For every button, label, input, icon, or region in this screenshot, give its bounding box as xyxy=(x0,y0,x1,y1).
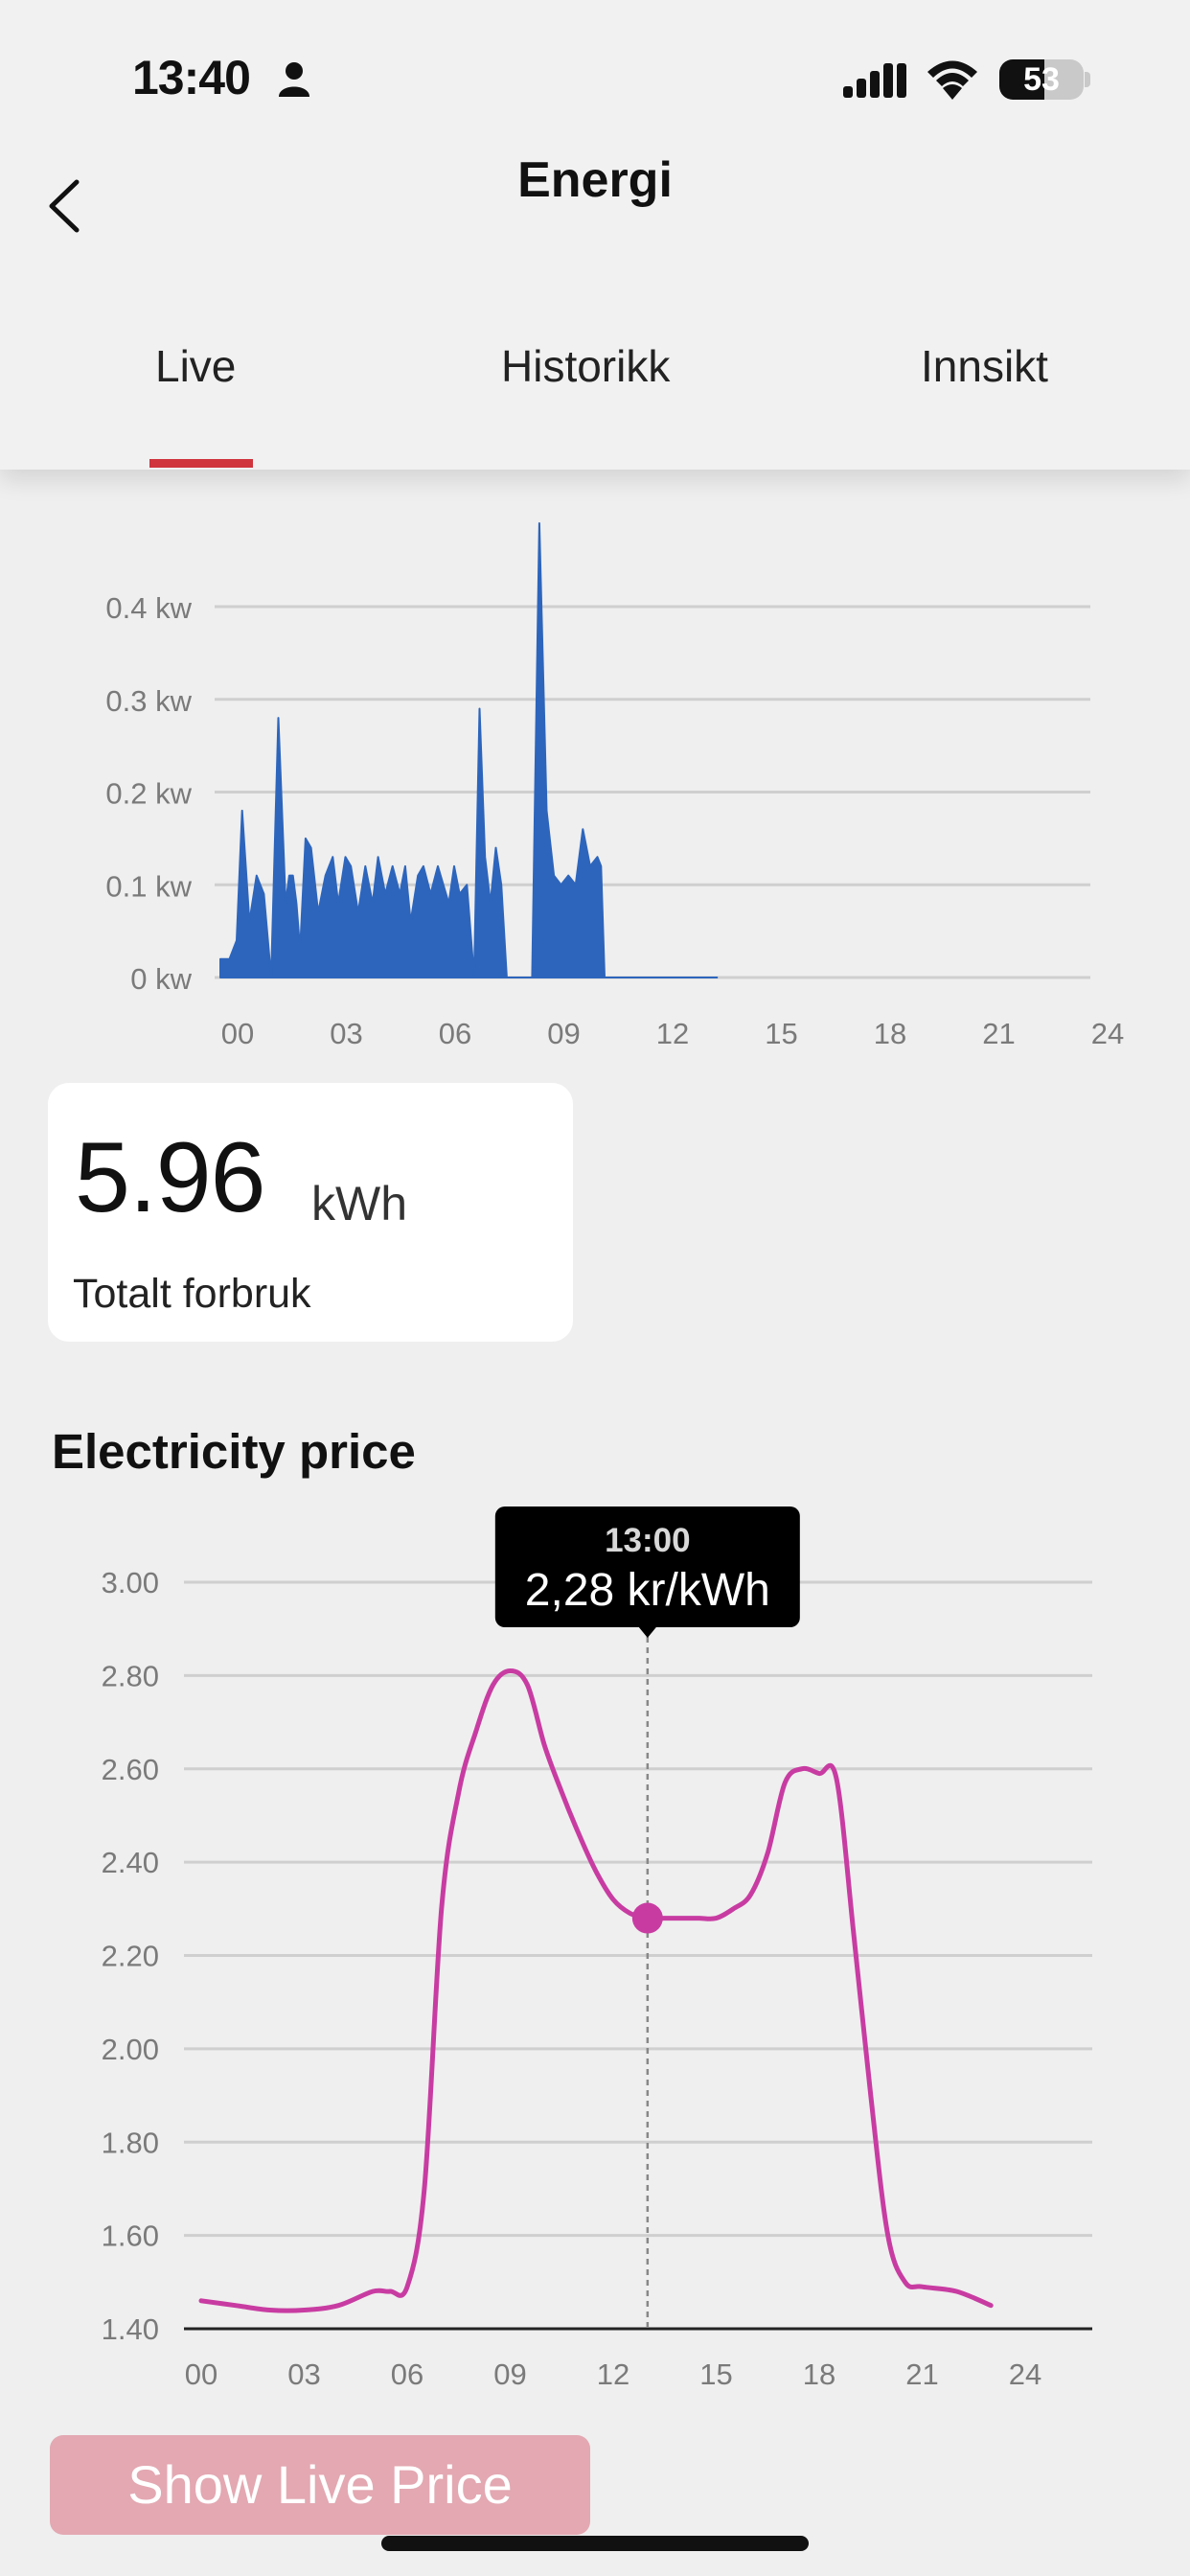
app-header: 13:40 53 Energi Live Historikk Innsikt xyxy=(0,0,1190,470)
usage-y-tick-label: 0 kw xyxy=(130,962,192,996)
usage-area-series xyxy=(219,522,719,978)
price-line-series xyxy=(198,1668,994,2313)
usage-x-tick-label: 18 xyxy=(874,1017,906,1050)
price-x-tick-label: 00 xyxy=(185,2358,217,2391)
tab-selected-indicator xyxy=(149,459,253,468)
battery-percent: 53 xyxy=(1023,61,1060,98)
usage-x-tick-label: 06 xyxy=(439,1017,471,1050)
price-x-tick-label: 18 xyxy=(803,2358,835,2391)
price-y-tick-label: 2.80 xyxy=(102,1659,159,1692)
usage-x-tick-label: 12 xyxy=(656,1017,689,1050)
battery-icon: 53 xyxy=(999,59,1084,100)
wifi-icon xyxy=(927,60,977,100)
total-consumption-unit: kWh xyxy=(311,1177,407,1230)
usage-x-tick-label: 15 xyxy=(765,1017,797,1050)
price-x-tick-label: 06 xyxy=(391,2358,423,2391)
price-tooltip-value: 2,28 kr/kWh xyxy=(525,1565,770,1616)
total-consumption-label: Totalt forbruk xyxy=(73,1271,311,1317)
price-x-tick-label: 03 xyxy=(287,2358,320,2391)
usage-x-tick-label: 03 xyxy=(330,1017,362,1050)
usage-y-tick-label: 0.2 kw xyxy=(105,777,192,811)
price-y-tick-label: 1.80 xyxy=(102,2126,159,2159)
total-consumption-card: 5.96 kWh Totalt forbruk xyxy=(48,1083,573,1342)
price-y-tick-label: 1.60 xyxy=(102,2220,159,2253)
price-y-tick-label: 1.40 xyxy=(102,2312,159,2346)
electricity-price-chart[interactable]: 1.40 1.60 1.80 2.00 2.20 2.40 2.60 2.80 3.00 00 03… xyxy=(0,1495,1190,2415)
price-y-tick-label: 2.20 xyxy=(102,1940,159,1973)
price-x-tick-label: 12 xyxy=(597,2358,629,2391)
battery-level xyxy=(999,59,1044,100)
home-indicator xyxy=(381,2536,809,2551)
price-y-tick-label: 3.00 xyxy=(102,1566,159,1599)
usage-x-tick-label: 21 xyxy=(982,1017,1015,1050)
battery-cap xyxy=(1085,72,1090,87)
usage-y-tick-label: 0.4 kw xyxy=(105,591,192,625)
show-live-price-button[interactable]: Show Live Price xyxy=(50,2435,590,2535)
usage-x-tick-label: 24 xyxy=(1091,1017,1124,1050)
usage-x-tick-label: 09 xyxy=(547,1017,580,1050)
electricity-price-title: Electricity price xyxy=(52,1424,416,1479)
price-highlight-point xyxy=(631,1902,663,1934)
cellular-signal-icon xyxy=(843,63,906,98)
price-y-tick-label: 2.40 xyxy=(102,1846,159,1879)
price-x-tick-label: 15 xyxy=(699,2358,732,2391)
tab-innsikt[interactable]: Innsikt xyxy=(921,341,1048,391)
price-x-tick-label: 09 xyxy=(493,2358,526,2391)
price-x-tick-label: 24 xyxy=(1009,2358,1041,2391)
tab-live[interactable]: Live xyxy=(155,341,237,391)
page-title: Energi xyxy=(517,152,673,208)
back-button[interactable] xyxy=(38,172,96,240)
usage-chart: 0 kw 0.1 kw 0.2 kw 0.3 kw 0.4 kw 00 03 06 09 12 15… xyxy=(105,522,1124,1050)
status-time: 13:40 xyxy=(132,51,251,104)
usage-y-tick-label: 0.1 kw xyxy=(105,869,192,903)
person-icon xyxy=(279,62,309,97)
usage-y-tick-label: 0.3 kw xyxy=(105,684,192,718)
price-y-tick-label: 2.00 xyxy=(102,2033,159,2066)
price-tooltip xyxy=(494,1506,800,1627)
price-y-tick-label: 2.60 xyxy=(102,1753,159,1786)
price-x-tick-label: 21 xyxy=(905,2358,938,2391)
usage-x-tick-label: 00 xyxy=(221,1017,254,1050)
price-tooltip-time: 13:00 xyxy=(605,1522,691,1559)
total-consumption-value: 5.96 xyxy=(75,1122,265,1233)
tab-historikk[interactable]: Historikk xyxy=(501,341,671,391)
price-tooltip-pointer xyxy=(638,1627,656,1638)
